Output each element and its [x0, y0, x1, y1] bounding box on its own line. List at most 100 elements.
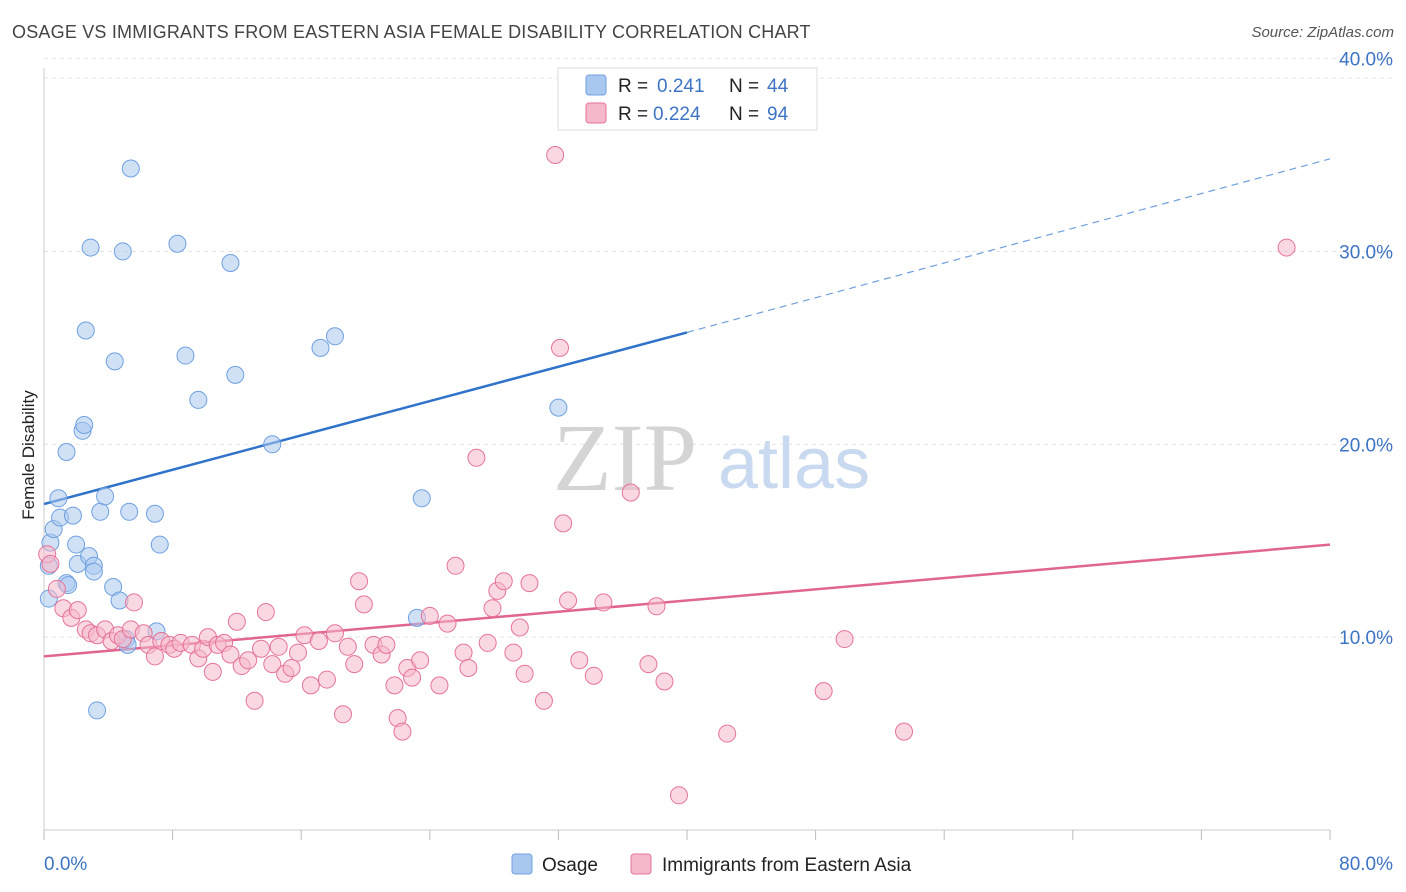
data-point: [520, 574, 539, 593]
legend-swatch-immigrants: [585, 102, 607, 124]
bottom-legend: Osage Immigrants from Eastern Asia: [511, 853, 912, 876]
data-point: [221, 645, 240, 664]
data-point: [814, 682, 833, 701]
data-point: [333, 705, 352, 724]
data-point: [403, 668, 422, 687]
data-point: [594, 593, 613, 612]
legend-n-value: 94: [767, 104, 789, 125]
data-point: [570, 651, 589, 670]
data-point: [75, 416, 94, 434]
data-point: [515, 664, 534, 683]
data-point: [125, 593, 144, 612]
data-point: [269, 637, 288, 656]
data-point: [68, 601, 87, 620]
data-point: [263, 655, 282, 674]
data-point: [63, 506, 82, 525]
legend-n-label: N =: [729, 76, 759, 97]
legend-n-label: N =: [729, 104, 759, 125]
bottom-legend-swatch-immigrants: [630, 853, 652, 875]
data-point: [239, 651, 258, 670]
data-point: [483, 599, 502, 618]
trend-line: [43, 543, 1331, 658]
data-point: [546, 146, 565, 164]
data-point: [145, 504, 164, 523]
data-point: [81, 238, 100, 257]
data-point: [835, 630, 854, 649]
data-point: [411, 651, 430, 670]
data-point: [226, 365, 245, 384]
data-point: [150, 535, 169, 554]
data-point: [895, 722, 914, 741]
data-point: [559, 591, 578, 610]
data-point: [494, 572, 513, 591]
data-point: [168, 234, 187, 253]
data-point: [655, 672, 674, 691]
legend-n-value: 44: [767, 76, 789, 97]
watermark: ZIP atlas: [553, 404, 870, 511]
data-point: [345, 655, 364, 674]
data-point: [385, 676, 404, 695]
data-point: [176, 346, 195, 365]
data-point: [718, 724, 737, 743]
data-point: [120, 502, 139, 521]
data-point: [510, 618, 529, 637]
data-point: [412, 489, 431, 508]
data-point: [256, 603, 275, 622]
bottom-legend-swatch-osage: [511, 853, 533, 875]
data-point: [84, 562, 103, 581]
data-points: [38, 146, 1296, 805]
data-point: [49, 489, 68, 508]
x-tick-label-max: 80.0%: [1339, 854, 1393, 875]
data-point: [113, 242, 132, 261]
data-point: [534, 691, 553, 710]
data-point: [309, 632, 328, 650]
data-point: [57, 443, 76, 461]
data-point: [438, 614, 457, 633]
data-point: [47, 579, 66, 598]
data-point: [354, 595, 373, 614]
data-point: [454, 643, 473, 662]
data-point: [584, 666, 603, 685]
data-point: [189, 390, 208, 409]
data-point: [420, 606, 439, 625]
data-point: [301, 676, 320, 695]
data-point: [504, 643, 523, 662]
y-tick-label: 30.0%: [1339, 242, 1393, 263]
data-point: [554, 514, 573, 533]
data-point: [393, 722, 412, 741]
data-point: [325, 624, 344, 643]
trend-line: [43, 331, 688, 506]
data-point: [350, 572, 369, 591]
y-axis-title: Female Disability: [19, 390, 38, 520]
data-point: [338, 637, 357, 656]
data-point: [67, 535, 86, 554]
data-point: [311, 338, 330, 357]
data-point: [1277, 238, 1296, 257]
data-point: [288, 643, 307, 662]
data-point: [317, 670, 336, 689]
legend-swatch-osage: [585, 74, 607, 96]
trend-lines: [43, 158, 1331, 658]
y-tick-label: 10.0%: [1339, 628, 1393, 649]
source-credit: Source: ZipAtlas.com: [1251, 24, 1394, 41]
legend-r-label: R =: [618, 76, 648, 97]
data-point: [121, 159, 140, 178]
data-point: [263, 435, 282, 454]
chart-title: OSAGE VS IMMIGRANTS FROM EASTERN ASIA FE…: [12, 22, 811, 42]
data-point: [145, 647, 164, 666]
legend-r-value: 0.241: [657, 76, 705, 97]
legend-box: R = 0.241 N = 44 R = 0.224 N = 94: [557, 67, 818, 131]
data-point: [227, 612, 246, 631]
bottom-legend-label-osage: Osage: [542, 855, 598, 876]
data-point: [459, 659, 478, 677]
legend-r-value: 0.224: [653, 104, 701, 125]
data-point: [478, 633, 497, 652]
x-tick-label-min: 0.0%: [44, 854, 87, 875]
data-point: [91, 502, 110, 521]
data-point: [105, 352, 124, 371]
data-point: [446, 556, 465, 575]
data-point: [377, 635, 396, 654]
data-point: [96, 487, 115, 506]
data-point: [221, 254, 240, 272]
